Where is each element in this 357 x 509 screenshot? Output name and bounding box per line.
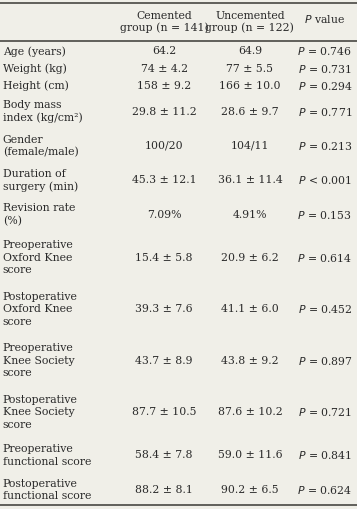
Text: Postoperative
Knee Society
score: Postoperative Knee Society score	[3, 395, 78, 430]
Text: 58.4 ± 7.8: 58.4 ± 7.8	[135, 450, 193, 460]
Text: 104/11: 104/11	[231, 141, 269, 151]
Text: $\it{P}$ value: $\it{P}$ value	[305, 13, 345, 25]
Text: 87.6 ± 10.2: 87.6 ± 10.2	[217, 407, 282, 417]
Text: 7.09%: 7.09%	[147, 210, 181, 220]
Text: $\it{P}$ = 0.614: $\it{P}$ = 0.614	[297, 251, 352, 264]
Text: Preoperative
Knee Society
score: Preoperative Knee Society score	[3, 344, 75, 378]
Text: $\it{P}$ = 0.746: $\it{P}$ = 0.746	[297, 45, 352, 58]
Text: $\it{P}$ = 0.294: $\it{P}$ = 0.294	[297, 80, 352, 92]
Text: $\it{P}$ = 0.771: $\it{P}$ = 0.771	[298, 105, 352, 118]
Text: Age (years): Age (years)	[3, 46, 66, 56]
Text: 90.2 ± 6.5: 90.2 ± 6.5	[221, 485, 279, 495]
Text: 64.9: 64.9	[238, 46, 262, 56]
Text: 29.8 ± 11.2: 29.8 ± 11.2	[132, 106, 197, 117]
Text: 77 ± 5.5: 77 ± 5.5	[226, 64, 273, 73]
Text: $\it{P}$ = 0.213: $\it{P}$ = 0.213	[297, 140, 352, 152]
Text: Body mass
index (kg/cm²): Body mass index (kg/cm²)	[3, 100, 82, 123]
Text: 64.2: 64.2	[152, 46, 176, 56]
Text: 87.7 ± 10.5: 87.7 ± 10.5	[132, 407, 196, 417]
Text: $\it{P}$ < 0.001: $\it{P}$ < 0.001	[298, 174, 352, 186]
Text: 74 ± 4.2: 74 ± 4.2	[141, 64, 188, 73]
Text: Duration of
surgery (min): Duration of surgery (min)	[3, 168, 78, 192]
Text: Weight (kg): Weight (kg)	[3, 63, 67, 74]
Text: Preoperative
functional score: Preoperative functional score	[3, 444, 91, 467]
Text: 20.9 ± 6.2: 20.9 ± 6.2	[221, 252, 279, 263]
Text: Uncemented
group (n = 122): Uncemented group (n = 122)	[206, 11, 294, 33]
Text: 41.1 ± 6.0: 41.1 ± 6.0	[221, 304, 279, 314]
Text: Postoperative
functional score: Postoperative functional score	[3, 478, 91, 501]
Text: Gender
(female/male): Gender (female/male)	[3, 134, 79, 157]
Text: 15.4 ± 5.8: 15.4 ± 5.8	[135, 252, 193, 263]
Text: 88.2 ± 8.1: 88.2 ± 8.1	[135, 485, 193, 495]
Text: 43.8 ± 9.2: 43.8 ± 9.2	[221, 356, 279, 366]
Text: $\it{P}$ = 0.897: $\it{P}$ = 0.897	[298, 355, 352, 367]
Text: Postoperative
Oxford Knee
score: Postoperative Oxford Knee score	[3, 292, 78, 327]
Text: $\it{P}$ = 0.731: $\it{P}$ = 0.731	[298, 63, 352, 74]
Text: 28.6 ± 9.7: 28.6 ± 9.7	[221, 106, 279, 117]
Text: $\it{P}$ = 0.452: $\it{P}$ = 0.452	[297, 303, 352, 315]
Text: 100/20: 100/20	[145, 141, 183, 151]
Text: $\it{P}$ = 0.841: $\it{P}$ = 0.841	[298, 449, 352, 461]
Text: Revision rate
(%): Revision rate (%)	[3, 203, 75, 226]
Text: Height (cm): Height (cm)	[3, 80, 69, 91]
Text: 36.1 ± 11.4: 36.1 ± 11.4	[217, 175, 282, 185]
Text: 45.3 ± 12.1: 45.3 ± 12.1	[132, 175, 197, 185]
Text: Preoperative
Oxford Knee
score: Preoperative Oxford Knee score	[3, 240, 74, 275]
Text: 39.3 ± 7.6: 39.3 ± 7.6	[135, 304, 193, 314]
Text: 43.7 ± 8.9: 43.7 ± 8.9	[135, 356, 193, 366]
Text: $\it{P}$ = 0.721: $\it{P}$ = 0.721	[298, 406, 352, 418]
Text: 166 ± 10.0: 166 ± 10.0	[219, 81, 281, 91]
Text: $\it{P}$ = 0.153: $\it{P}$ = 0.153	[297, 209, 352, 221]
Text: 158 ± 9.2: 158 ± 9.2	[137, 81, 191, 91]
Text: 4.91%: 4.91%	[233, 210, 267, 220]
Text: 59.0 ± 11.6: 59.0 ± 11.6	[217, 450, 282, 460]
Text: Cemented
group (n = 141): Cemented group (n = 141)	[120, 11, 208, 33]
Text: $\it{P}$ = 0.624: $\it{P}$ = 0.624	[297, 484, 352, 496]
